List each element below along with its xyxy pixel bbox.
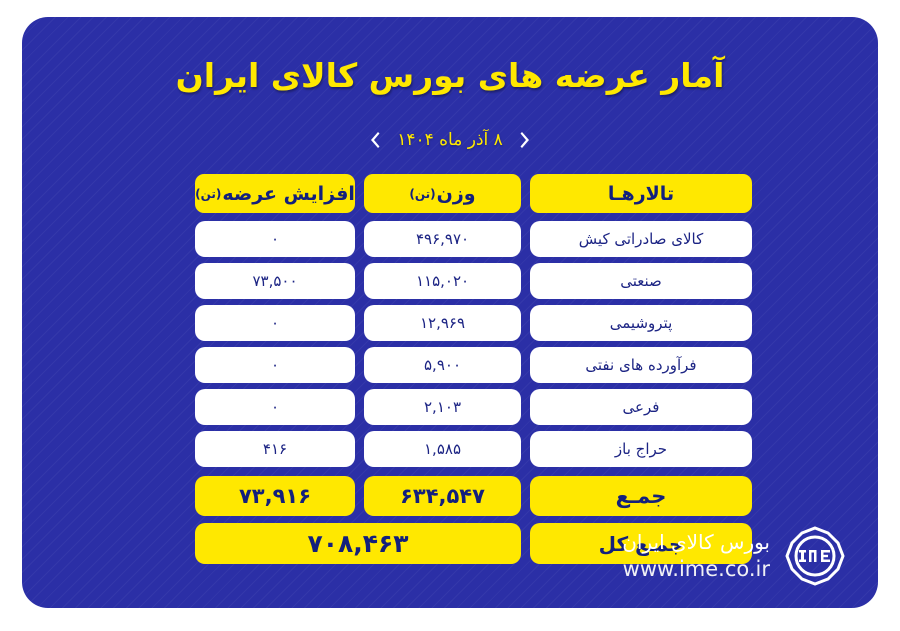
footer-text: بورس کالای ایران www.ime.co.ir <box>622 529 770 583</box>
grand-total-value: ۷۰۸,۴۶۳ <box>195 523 521 564</box>
cell-weight: ۵,۹۰۰ <box>364 347 521 383</box>
cell-hall: فرعی <box>530 389 752 425</box>
subtotal-weight: ۶۳۴,۵۴۷ <box>364 476 521 516</box>
table-row: کالای صادراتی کیش ۴۹۶,۹۷۰ ۰ <box>195 221 752 257</box>
subtotal-increase: ۷۳,۹۱۶ <box>195 476 355 516</box>
cell-increase: ۷۳,۵۰۰ <box>195 263 355 299</box>
chevron-right-icon <box>520 131 531 149</box>
cell-increase: ۴۱۶ <box>195 431 355 467</box>
cell-hall: پتروشیمی <box>530 305 752 341</box>
date-label: ۸ آذر ماه ۱۴۰۴ <box>397 130 503 150</box>
stats-table: تالارهـا وزن (تن) افزایش عرضه (تن) کالای… <box>195 174 752 570</box>
footer-brand: بورس کالای ایران <box>622 529 770 554</box>
cell-hall: فرآورده های نفتی <box>530 347 752 383</box>
table-grand-total-row: جمـع کل ۷۰۸,۴۶۳ <box>195 523 752 564</box>
column-header-halls: تالارهـا <box>530 174 752 213</box>
table-row: فرعی ۲,۱۰۳ ۰ <box>195 389 752 425</box>
chevron-left-icon <box>369 131 380 149</box>
subtotal-label: جمـع <box>530 476 752 516</box>
cell-weight: ۴۹۶,۹۷۰ <box>364 221 521 257</box>
table-row: صنعتی ۱۱۵,۰۲۰ ۷۳,۵۰۰ <box>195 263 752 299</box>
cell-increase: ۰ <box>195 221 355 257</box>
table-row: فرآورده های نفتی ۵,۹۰۰ ۰ <box>195 347 752 383</box>
column-header-weight-label: وزن <box>436 182 476 205</box>
page-title: آمار عرضه های بورس کالای ایران <box>175 56 725 95</box>
cell-weight: ۱۲,۹۶۹ <box>364 305 521 341</box>
cell-hall: صنعتی <box>530 263 752 299</box>
cell-increase: ۰ <box>195 305 355 341</box>
table-subtotal-row: جمـع ۶۳۴,۵۴۷ ۷۳,۹۱۶ <box>195 476 752 516</box>
cell-increase: ۰ <box>195 347 355 383</box>
cell-hall: حراج باز <box>530 431 752 467</box>
column-header-halls-label: تالارهـا <box>607 182 675 205</box>
footer-url: www.ime.co.ir <box>622 556 770 581</box>
column-header-increase-label: افزایش عرضه <box>222 182 355 205</box>
cell-weight: ۱,۵۸۵ <box>364 431 521 467</box>
ime-logo-icon <box>784 525 846 587</box>
infographic-card: آمار عرضه های بورس کالای ایران ۸ آذر ماه… <box>22 17 878 608</box>
cell-weight: ۲,۱۰۳ <box>364 389 521 425</box>
footer: بورس کالای ایران www.ime.co.ir <box>622 525 846 587</box>
date-row: ۸ آذر ماه ۱۴۰۴ <box>22 130 878 150</box>
column-header-increase-unit: (تن) <box>195 186 222 201</box>
column-header-weight-unit: (تن) <box>409 186 436 201</box>
table-header-row: تالارهـا وزن (تن) افزایش عرضه (تن) <box>195 174 752 213</box>
table-row: حراج باز ۱,۵۸۵ ۴۱۶ <box>195 431 752 467</box>
cell-hall: کالای صادراتی کیش <box>530 221 752 257</box>
grand-total-label: جمـع کل <box>530 523 752 564</box>
column-header-increase: افزایش عرضه (تن) <box>195 174 355 213</box>
column-header-weight: وزن (تن) <box>364 174 521 213</box>
table-row: پتروشیمی ۱۲,۹۶۹ ۰ <box>195 305 752 341</box>
cell-weight: ۱۱۵,۰۲۰ <box>364 263 521 299</box>
cell-increase: ۰ <box>195 389 355 425</box>
